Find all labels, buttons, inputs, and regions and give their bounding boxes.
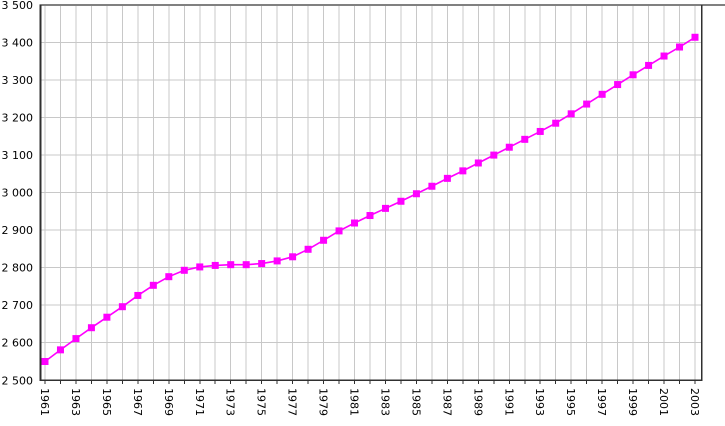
x-axis-label: 1981 [348, 388, 361, 416]
data-point-marker [227, 261, 235, 269]
data-point-marker [443, 174, 451, 182]
x-axis-label: 1969 [162, 388, 175, 416]
data-point-marker [211, 261, 219, 269]
y-axis-label: 3 400 [2, 37, 34, 50]
x-axis-label: 2001 [657, 388, 670, 416]
y-axis-label: 3 200 [2, 112, 34, 125]
data-point-marker [304, 245, 312, 253]
x-axis-tick-labels: 1961 1963 1965 1967 1969 1971 1973 1975 1977 1979… [38, 388, 701, 416]
x-axis-label: 1977 [286, 388, 299, 416]
y-axis-label: 2 800 [2, 262, 34, 275]
data-point-marker [381, 204, 389, 212]
data-point-marker [552, 119, 560, 127]
data-point-marker [567, 110, 575, 118]
data-point-marker [397, 197, 405, 205]
y-axis-label: 2 900 [2, 224, 34, 237]
data-point-marker [87, 324, 95, 332]
x-axis-label: 1963 [69, 388, 82, 416]
x-axis-label: 1961 [38, 388, 51, 416]
data-point-marker [614, 81, 622, 89]
x-axis-label: 1991 [502, 388, 515, 416]
x-axis-label: 1965 [100, 388, 113, 416]
data-point-marker [335, 227, 343, 235]
y-axis-tick-labels: 2 500 2 600 2 700 2 800 2 900 3 000 3 100 3 200… [2, 0, 34, 387]
x-axis-label: 1989 [471, 388, 484, 416]
x-axis-ticks [44, 380, 696, 384]
data-point-marker [320, 236, 328, 244]
x-axis-label: 1993 [533, 388, 546, 416]
y-axis-label: 3 500 [2, 0, 34, 12]
y-axis-label: 2 600 [2, 337, 34, 350]
axis-borders [39, 4, 725, 381]
x-axis-label: 1973 [224, 388, 237, 416]
data-point-marker [273, 257, 281, 265]
data-point-marker [505, 143, 513, 151]
data-point-marker [149, 281, 157, 289]
data-point-marker [165, 273, 173, 281]
x-axis-label: 1975 [255, 388, 268, 416]
data-point-marker [629, 71, 637, 79]
data-point-marker [180, 266, 188, 274]
x-axis-label: 1971 [193, 388, 206, 416]
y-axis-label: 3 100 [2, 149, 34, 162]
data-point-marker [103, 313, 111, 321]
data-point-marker [134, 291, 142, 299]
y-axis-label: 2 500 [2, 374, 34, 387]
data-point-marker [351, 219, 359, 227]
x-axis-label: 1983 [378, 388, 391, 416]
data-point-marker [428, 182, 436, 190]
x-axis-label: 1967 [131, 388, 144, 416]
x-axis-label: 1999 [626, 388, 639, 416]
data-point-marker [583, 100, 591, 108]
data-point-marker [474, 159, 482, 167]
x-axis-label: 1997 [595, 388, 608, 416]
data-point-marker [521, 135, 529, 143]
x-axis-label: 1985 [409, 388, 422, 416]
data-point-marker [196, 263, 204, 271]
horizontal-gridlines [40, 42, 702, 344]
data-point-marker [258, 260, 266, 268]
x-axis-label: 2003 [688, 388, 701, 416]
data-point-marker [536, 127, 544, 135]
y-axis-label: 3 300 [2, 74, 34, 87]
data-point-marker [56, 346, 64, 354]
data-point-marker [41, 357, 49, 365]
y-axis-label: 3 000 [2, 187, 34, 200]
data-point-marker [676, 43, 684, 51]
data-point-marker [660, 52, 668, 60]
data-point-marker [412, 190, 420, 198]
data-point-marker [366, 212, 374, 220]
data-point-marker [242, 261, 250, 269]
x-axis-label: 1987 [440, 388, 453, 416]
data-point-marker [289, 253, 297, 261]
data-point-marker [691, 33, 699, 41]
x-axis-label: 1979 [317, 388, 330, 416]
data-point-marker [72, 335, 80, 343]
y-axis-label: 2 700 [2, 299, 34, 312]
data-point-marker [118, 303, 126, 311]
data-point-marker [459, 167, 467, 175]
data-point-marker [598, 90, 606, 98]
x-axis-label: 1995 [564, 388, 577, 416]
data-point-marker [490, 151, 498, 159]
data-point-markers [41, 33, 699, 365]
data-point-marker [645, 61, 653, 69]
